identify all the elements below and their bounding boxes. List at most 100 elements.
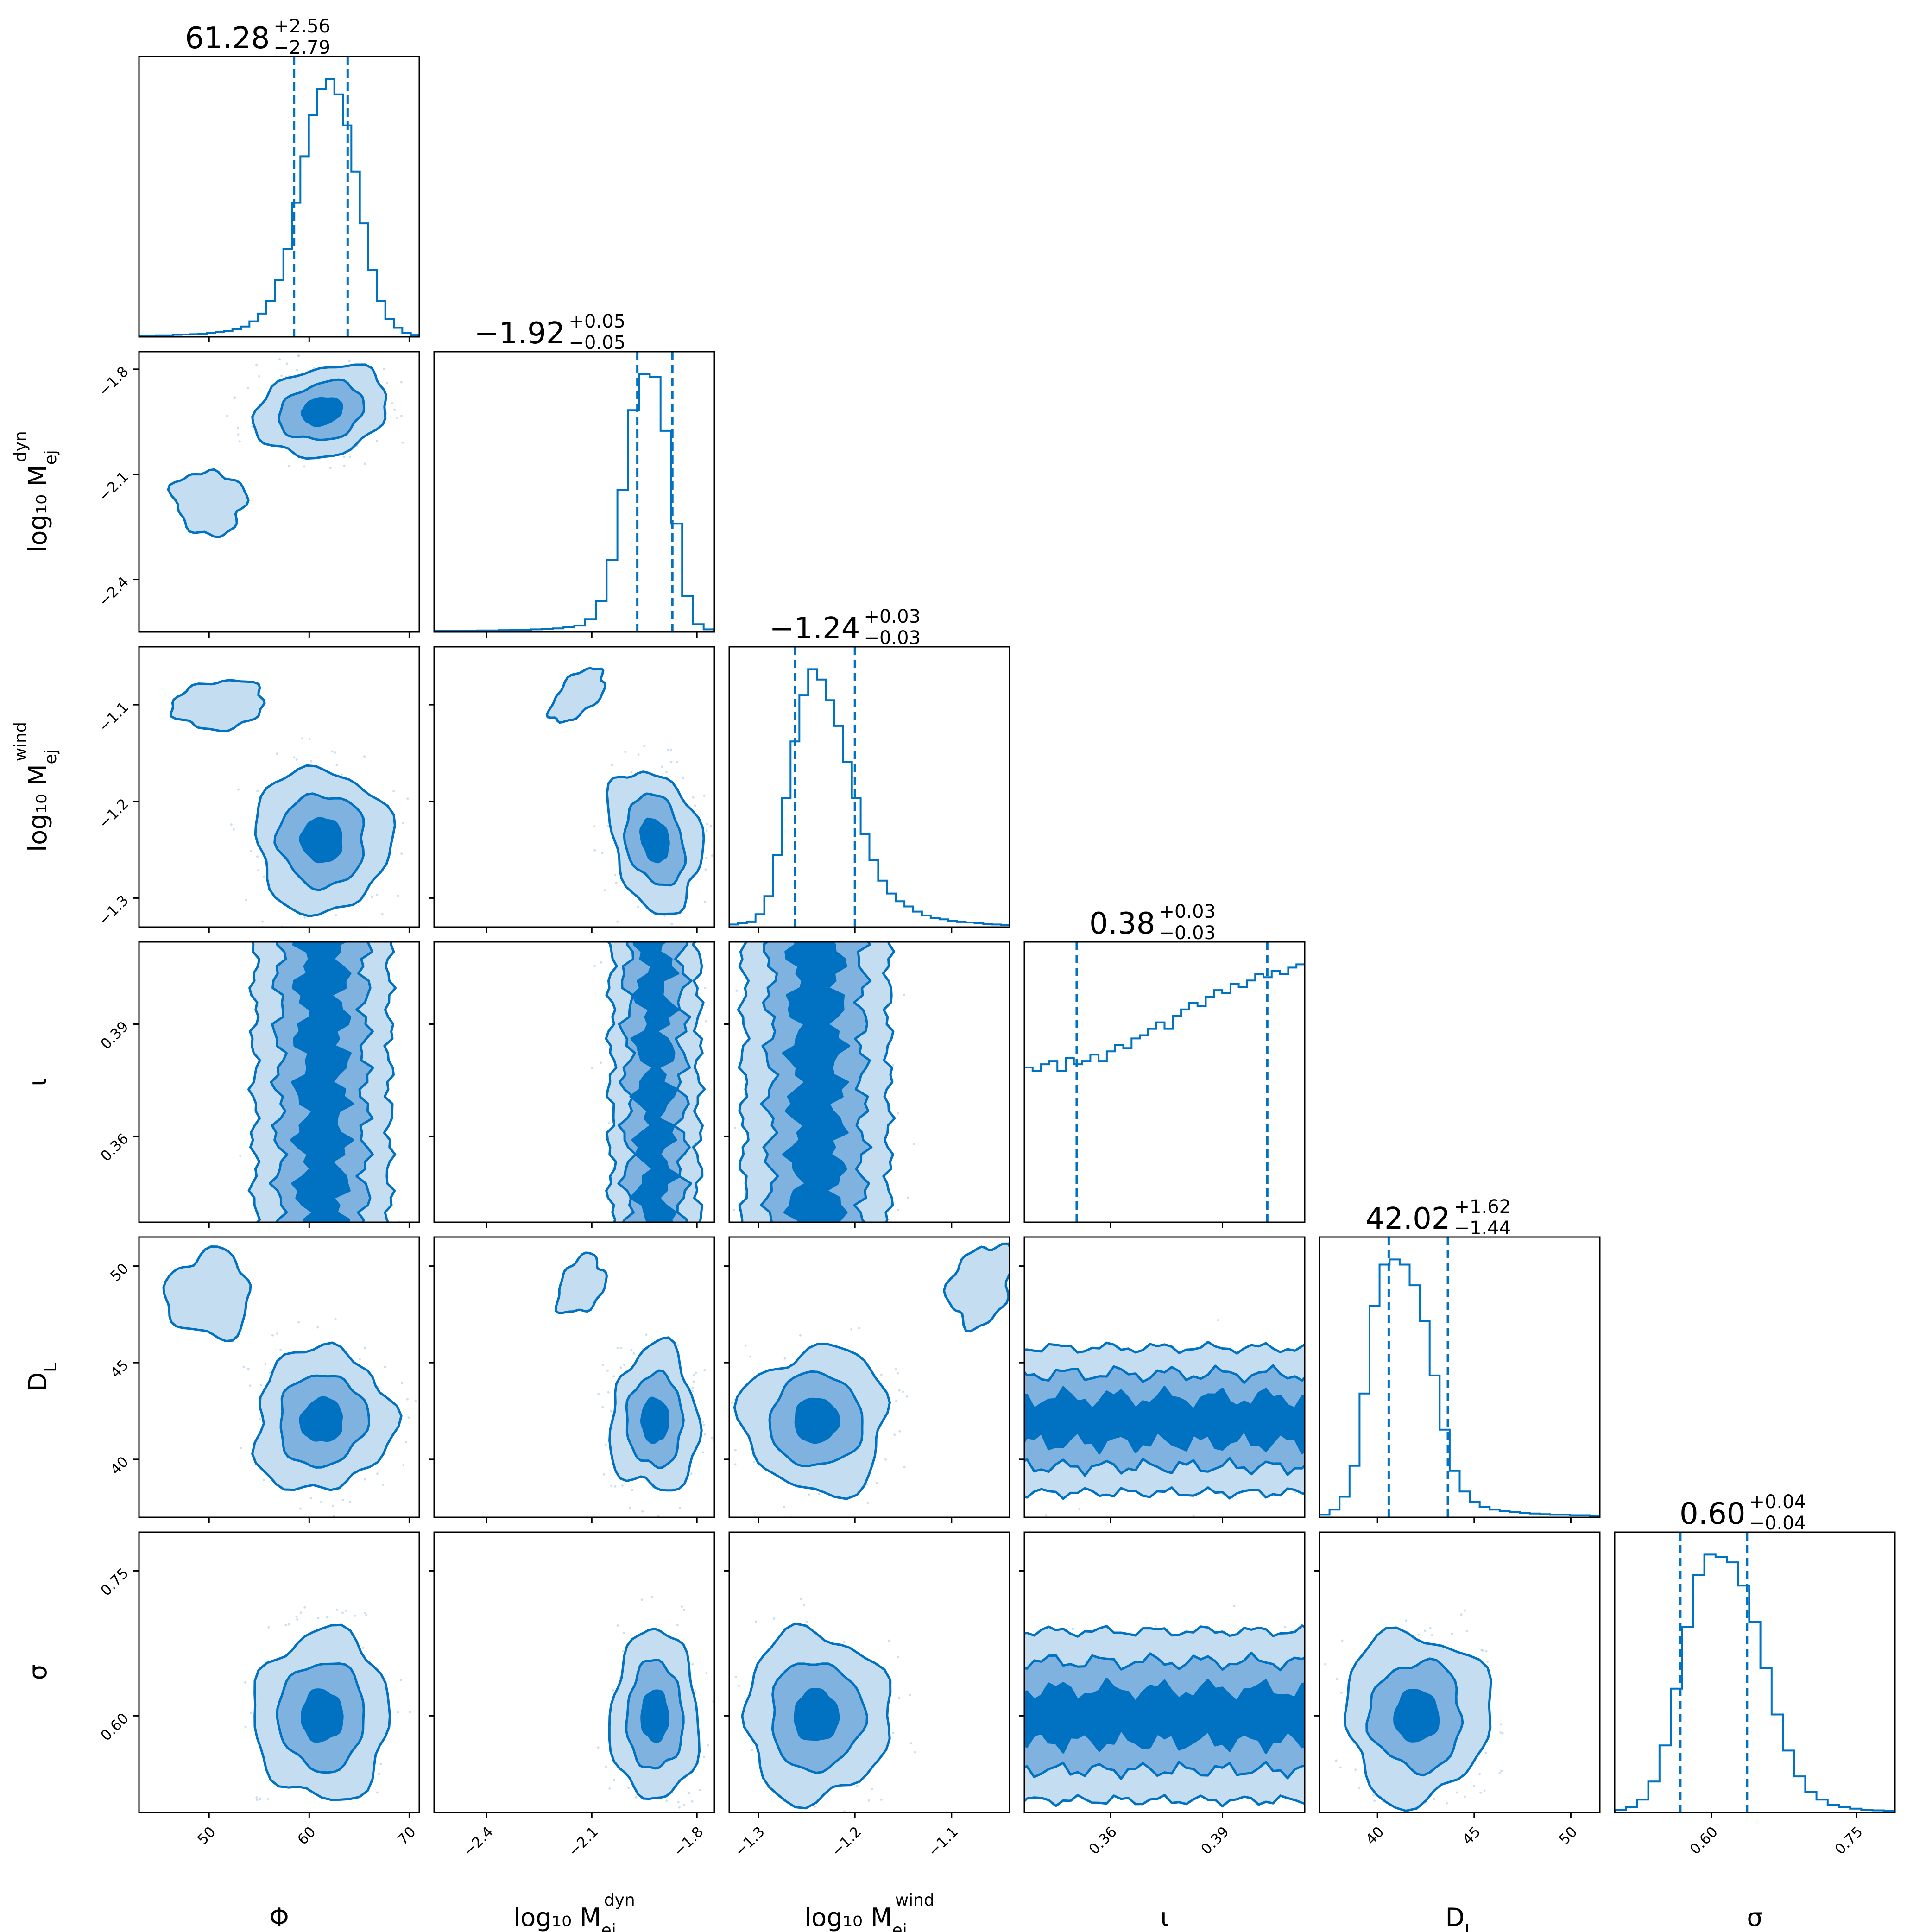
sample-point [1460, 1613, 1463, 1616]
sample-point [895, 1400, 897, 1402]
sample-point [331, 750, 334, 753]
sample-point [726, 1723, 728, 1725]
contour-level-3 [301, 1688, 344, 1743]
panel-frame [138, 646, 420, 928]
sample-point [1067, 1817, 1070, 1819]
sample-point [354, 777, 356, 779]
contour-level-3 [1024, 1386, 1305, 1455]
sample-point [966, 1446, 968, 1448]
y-tick-label: 40 [107, 1453, 132, 1478]
sample-point [709, 825, 712, 827]
sample-point [610, 1484, 613, 1487]
axis-label-superscript: dyn [11, 431, 30, 462]
sample-point [1484, 1751, 1487, 1754]
sample-point [409, 1711, 411, 1713]
panel-content [960, 1319, 1311, 1517]
sample-point [1405, 1619, 1407, 1622]
sample-point [272, 1276, 274, 1278]
panel-title-lower: −1.44 [1454, 1218, 1511, 1239]
sample-point [887, 1295, 889, 1297]
panel-title-lower: −0.05 [569, 332, 626, 354]
sample-point [902, 1390, 904, 1393]
panel-frame [1023, 1531, 1306, 1813]
sample-point [783, 1357, 786, 1360]
sample-point [295, 937, 297, 939]
x-tick-label: −2.4 [460, 1824, 497, 1860]
sample-point [382, 368, 385, 370]
sample-point [363, 1478, 366, 1481]
sample-point [364, 1346, 366, 1349]
sample-point [783, 1505, 785, 1508]
sample-point [375, 918, 377, 920]
sample-point [738, 1684, 740, 1687]
sample-point [1373, 1799, 1376, 1802]
sample-point [704, 924, 706, 926]
sample-point [353, 1347, 355, 1350]
sample-point [975, 1709, 977, 1711]
sample-point [624, 756, 626, 758]
sample-point [897, 1112, 899, 1115]
sample-point [872, 928, 874, 930]
sample-point [601, 1364, 604, 1366]
sample-point [373, 1354, 376, 1356]
sample-point [363, 755, 366, 758]
panel-content [244, 1606, 411, 1812]
histogram-iota [1024, 963, 1305, 1222]
sample-point [607, 825, 610, 827]
sample-point [733, 832, 735, 834]
sample-point [252, 866, 254, 868]
sample-point [256, 789, 259, 792]
sample-point [1499, 1731, 1502, 1734]
panel-content [545, 667, 714, 926]
contour-level-3 [639, 817, 670, 864]
sample-point [297, 354, 300, 357]
sample-point [600, 961, 602, 964]
sample-point [392, 790, 395, 793]
x-tick-label: 45 [1459, 1824, 1484, 1848]
sample-point [681, 1605, 683, 1608]
panel-content [162, 1245, 417, 1517]
sample-point [670, 760, 673, 763]
sample-point [998, 1814, 1001, 1816]
contour-level-3 [794, 1688, 840, 1741]
sample-point [794, 1831, 796, 1833]
x-tick-label: −1.2 [828, 1824, 865, 1860]
panel-content [597, 1596, 714, 1812]
sample-point [376, 1349, 379, 1351]
sample-point [969, 1780, 972, 1782]
sample-point [856, 1785, 859, 1787]
sample-point [246, 386, 249, 389]
sample-point [601, 1406, 604, 1408]
sample-point [288, 464, 290, 467]
x-axis-label-sigma: σ [1747, 1903, 1762, 1932]
sample-point [705, 853, 707, 856]
sample-point [940, 1728, 942, 1730]
panel-sigma-vs-sigma: 0.60 +0.04−0.040.60 0.75 [1614, 1491, 1896, 1858]
sample-point [788, 832, 790, 834]
x-tick-label: −1.8 [670, 1824, 707, 1860]
sample-point [593, 849, 596, 852]
sample-point [241, 1247, 244, 1249]
sample-point [1308, 1461, 1311, 1464]
sample-point [247, 1367, 250, 1370]
sample-point [703, 794, 706, 797]
sample-point [726, 1413, 728, 1415]
sample-point [400, 1382, 403, 1384]
sample-point [1451, 1632, 1453, 1635]
axis-label-subscript: ej [601, 1921, 616, 1932]
panel-log10_Mej_dyn-vs-D_L [429, 1236, 715, 1523]
sample-point [960, 1453, 963, 1455]
sample-point [702, 1423, 705, 1426]
x-tick-label: −1.3 [732, 1824, 768, 1860]
sample-point [703, 1433, 706, 1436]
panel-content [167, 352, 404, 538]
sample-point [923, 1674, 926, 1676]
sample-point [237, 788, 240, 791]
panel-frame [138, 351, 420, 633]
panel-frame [433, 1531, 715, 1813]
sample-point [348, 711, 350, 713]
sample-point [805, 1620, 808, 1623]
sample-point [724, 1382, 726, 1384]
axis-label-main: log₁₀ M [23, 465, 52, 552]
sample-point [335, 764, 338, 767]
